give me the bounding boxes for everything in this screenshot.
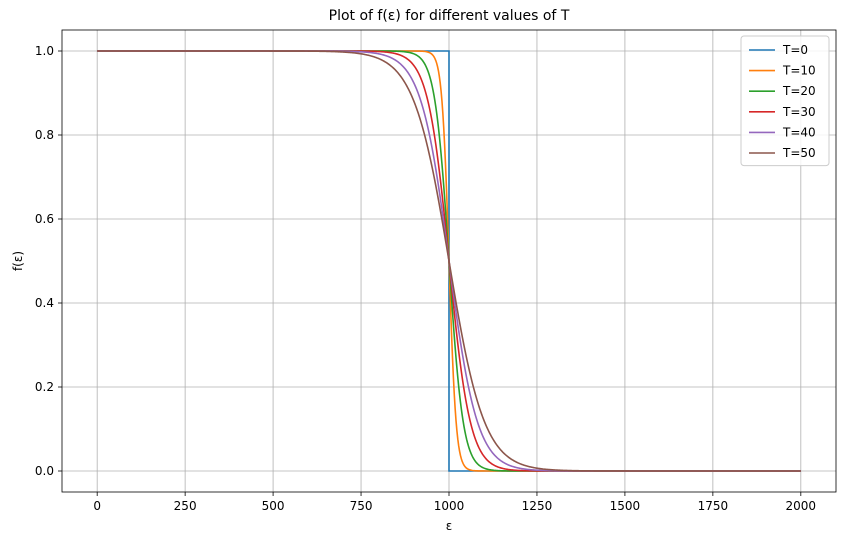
- legend-label: T=0: [782, 43, 808, 57]
- legend-label: T=30: [782, 105, 816, 119]
- x-tick-label: 750: [350, 499, 373, 513]
- legend-label: T=50: [782, 146, 816, 160]
- y-tick-label: 1.0: [35, 44, 54, 58]
- y-tick-label: 0.8: [35, 128, 54, 142]
- legend-label: T=20: [782, 84, 816, 98]
- y-tick-label: 0.0: [35, 464, 54, 478]
- x-ticks: 0 250 500 750 1000 1250 1500 1750 2000: [93, 492, 816, 513]
- x-tick-label: 2000: [786, 499, 817, 513]
- x-tick-label: 0: [93, 499, 101, 513]
- y-axis-label: f(ε): [11, 251, 25, 271]
- x-tick-label: 500: [262, 499, 285, 513]
- legend-label: T=10: [782, 64, 816, 78]
- legend-label: T=40: [782, 125, 816, 139]
- y-tick-label: 0.2: [35, 380, 54, 394]
- legend-box: [740, 35, 830, 167]
- legend: T=0 T=10 T=20 T=30 T=40 T=50: [740, 35, 830, 167]
- x-tick-label: 250: [174, 499, 197, 513]
- x-tick-label: 1250: [522, 499, 553, 513]
- x-axis-label: ε: [446, 519, 453, 533]
- x-tick-label: 1000: [434, 499, 465, 513]
- series-group: [97, 50, 801, 472]
- y-tick-label: 0.4: [35, 296, 54, 310]
- series-line-T-50: [97, 50, 801, 472]
- x-tick-label: 1500: [610, 499, 641, 513]
- chart-title: Plot of f(ε) for different values of T: [329, 8, 570, 24]
- y-ticks: 0.0 0.2 0.4 0.6 0.8 1.0: [35, 44, 62, 478]
- y-tick-label: 0.6: [35, 212, 54, 226]
- x-tick-label: 1750: [698, 499, 729, 513]
